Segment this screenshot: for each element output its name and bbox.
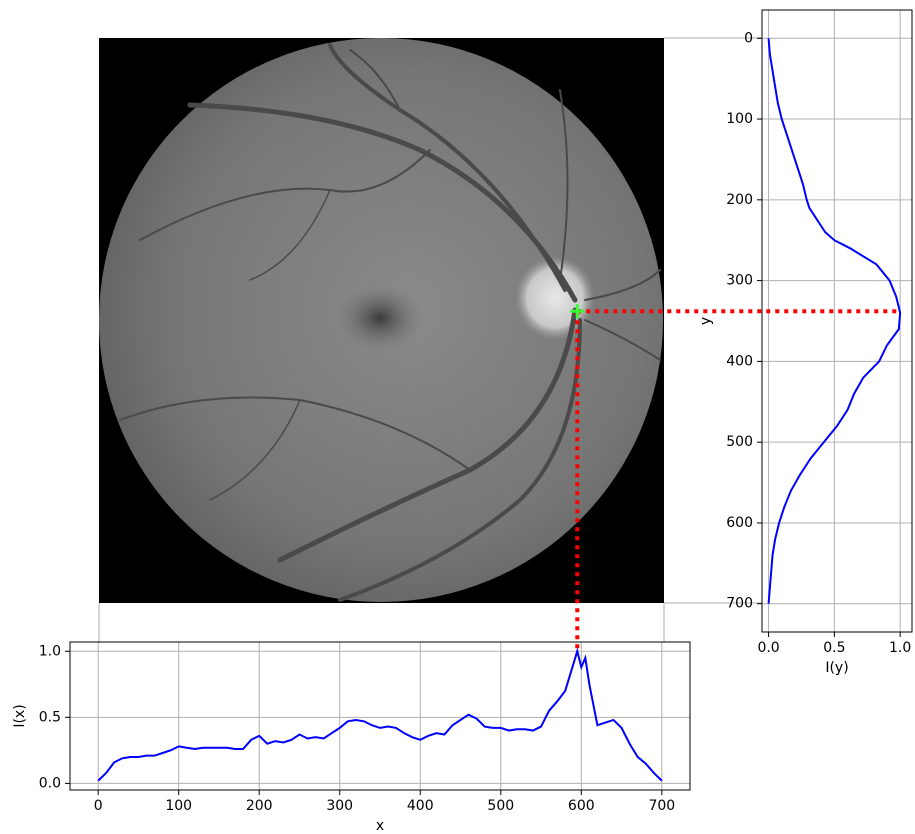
- figure: 0 100 200 300 400 500 600 700 0.0 0.5 1.0 x I(x) 0.0 0…: [0, 0, 915, 834]
- y-tick-label: 0: [744, 30, 753, 46]
- x-tick-label: 0: [94, 798, 103, 814]
- y-axis-label: y: [698, 317, 714, 325]
- x-axis-label: I(y): [825, 660, 848, 676]
- x-tick-label: 0.0: [757, 640, 779, 656]
- x-tick-label: 300: [326, 798, 353, 814]
- y-tick-label: 600: [726, 515, 753, 531]
- x-axis-label: x: [376, 818, 384, 834]
- y-axis-label: I(x): [12, 704, 28, 727]
- x-tick-label: 500: [487, 798, 514, 814]
- x-tick-label: 600: [568, 798, 595, 814]
- y-tick-label: 300: [726, 273, 753, 289]
- x-tick-label: 700: [648, 798, 675, 814]
- x-tick-label: 0.5: [823, 640, 845, 656]
- y-tick-label: 100: [726, 111, 753, 127]
- x-tick-label: 400: [407, 798, 434, 814]
- axes-frame: [762, 10, 912, 632]
- y-tick-label: 0.0: [39, 775, 61, 791]
- y-tick-label: 400: [726, 353, 753, 369]
- x-tick-label: 1.0: [889, 640, 911, 656]
- y-tick-label: 1.0: [39, 643, 61, 659]
- y-tick-label: 0.5: [39, 709, 61, 725]
- x-tick-label: 100: [165, 798, 192, 814]
- y-tick-label: 500: [726, 434, 753, 450]
- y-tick-label: 700: [726, 596, 753, 612]
- x-tick-label: 200: [246, 798, 273, 814]
- axes-frame: [70, 642, 690, 790]
- profile-line: [98, 651, 662, 781]
- y-tick-label: 200: [726, 192, 753, 208]
